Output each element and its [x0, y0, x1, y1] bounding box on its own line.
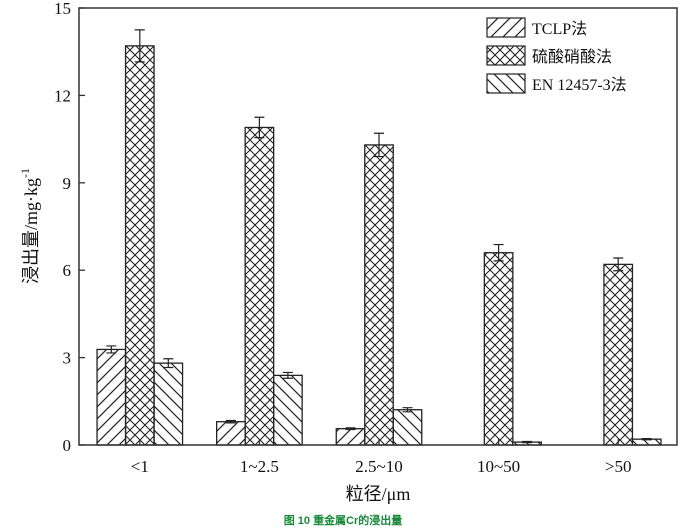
legend-label: EN 12457-3法 — [532, 76, 627, 94]
legend-label: 硫酸硝酸法 — [532, 48, 612, 66]
error-bar — [641, 437, 652, 441]
error-bar — [134, 29, 145, 63]
x-tick-label: 2.5~10 — [355, 457, 402, 476]
error-bar — [282, 371, 293, 379]
legend-swatch — [486, 45, 526, 66]
error-bar — [374, 132, 384, 158]
bar — [244, 126, 275, 446]
error-bar — [613, 257, 624, 272]
y-tick-label: 15 — [54, 0, 71, 18]
legend-swatch — [486, 17, 526, 38]
x-tick-label: 1~2.5 — [240, 457, 279, 476]
bar — [153, 362, 184, 446]
legend-label: TCLP法 — [532, 20, 587, 38]
error-bar — [345, 427, 356, 431]
y-axis-label: 浸出量/mg·kg-1 — [18, 168, 41, 284]
plot-frame — [78, 7, 678, 446]
y-tick-label: 12 — [54, 86, 71, 105]
error-bar — [225, 419, 236, 424]
legend-swatch — [486, 73, 526, 94]
bar — [483, 252, 514, 446]
error-bar — [106, 345, 117, 354]
error-bar — [522, 440, 533, 444]
y-tick-label: 9 — [63, 174, 72, 193]
x-axis-label: 粒径/μm — [346, 484, 411, 504]
error-bar — [402, 407, 413, 413]
bar — [603, 263, 634, 446]
bar — [215, 421, 246, 446]
error-bar — [493, 243, 504, 262]
x-tick-label: 10~50 — [477, 457, 520, 476]
x-tick-label: >50 — [605, 457, 632, 476]
error-bar — [163, 358, 174, 369]
bar — [335, 428, 366, 446]
bar — [364, 144, 394, 446]
figure-caption: 图 10 重金属Cr的浸出量 — [284, 513, 403, 527]
bar — [392, 409, 423, 446]
y-tick-label: 3 — [63, 349, 72, 368]
bar — [124, 45, 155, 446]
x-tick-label: <1 — [131, 457, 149, 476]
bar — [272, 374, 303, 446]
y-tick-label: 6 — [63, 261, 72, 280]
y-tick-label: 0 — [63, 436, 72, 455]
error-bar — [254, 116, 265, 139]
bar — [96, 348, 127, 446]
